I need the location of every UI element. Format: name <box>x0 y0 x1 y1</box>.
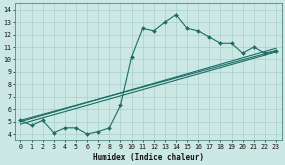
X-axis label: Humidex (Indice chaleur): Humidex (Indice chaleur) <box>93 152 204 162</box>
